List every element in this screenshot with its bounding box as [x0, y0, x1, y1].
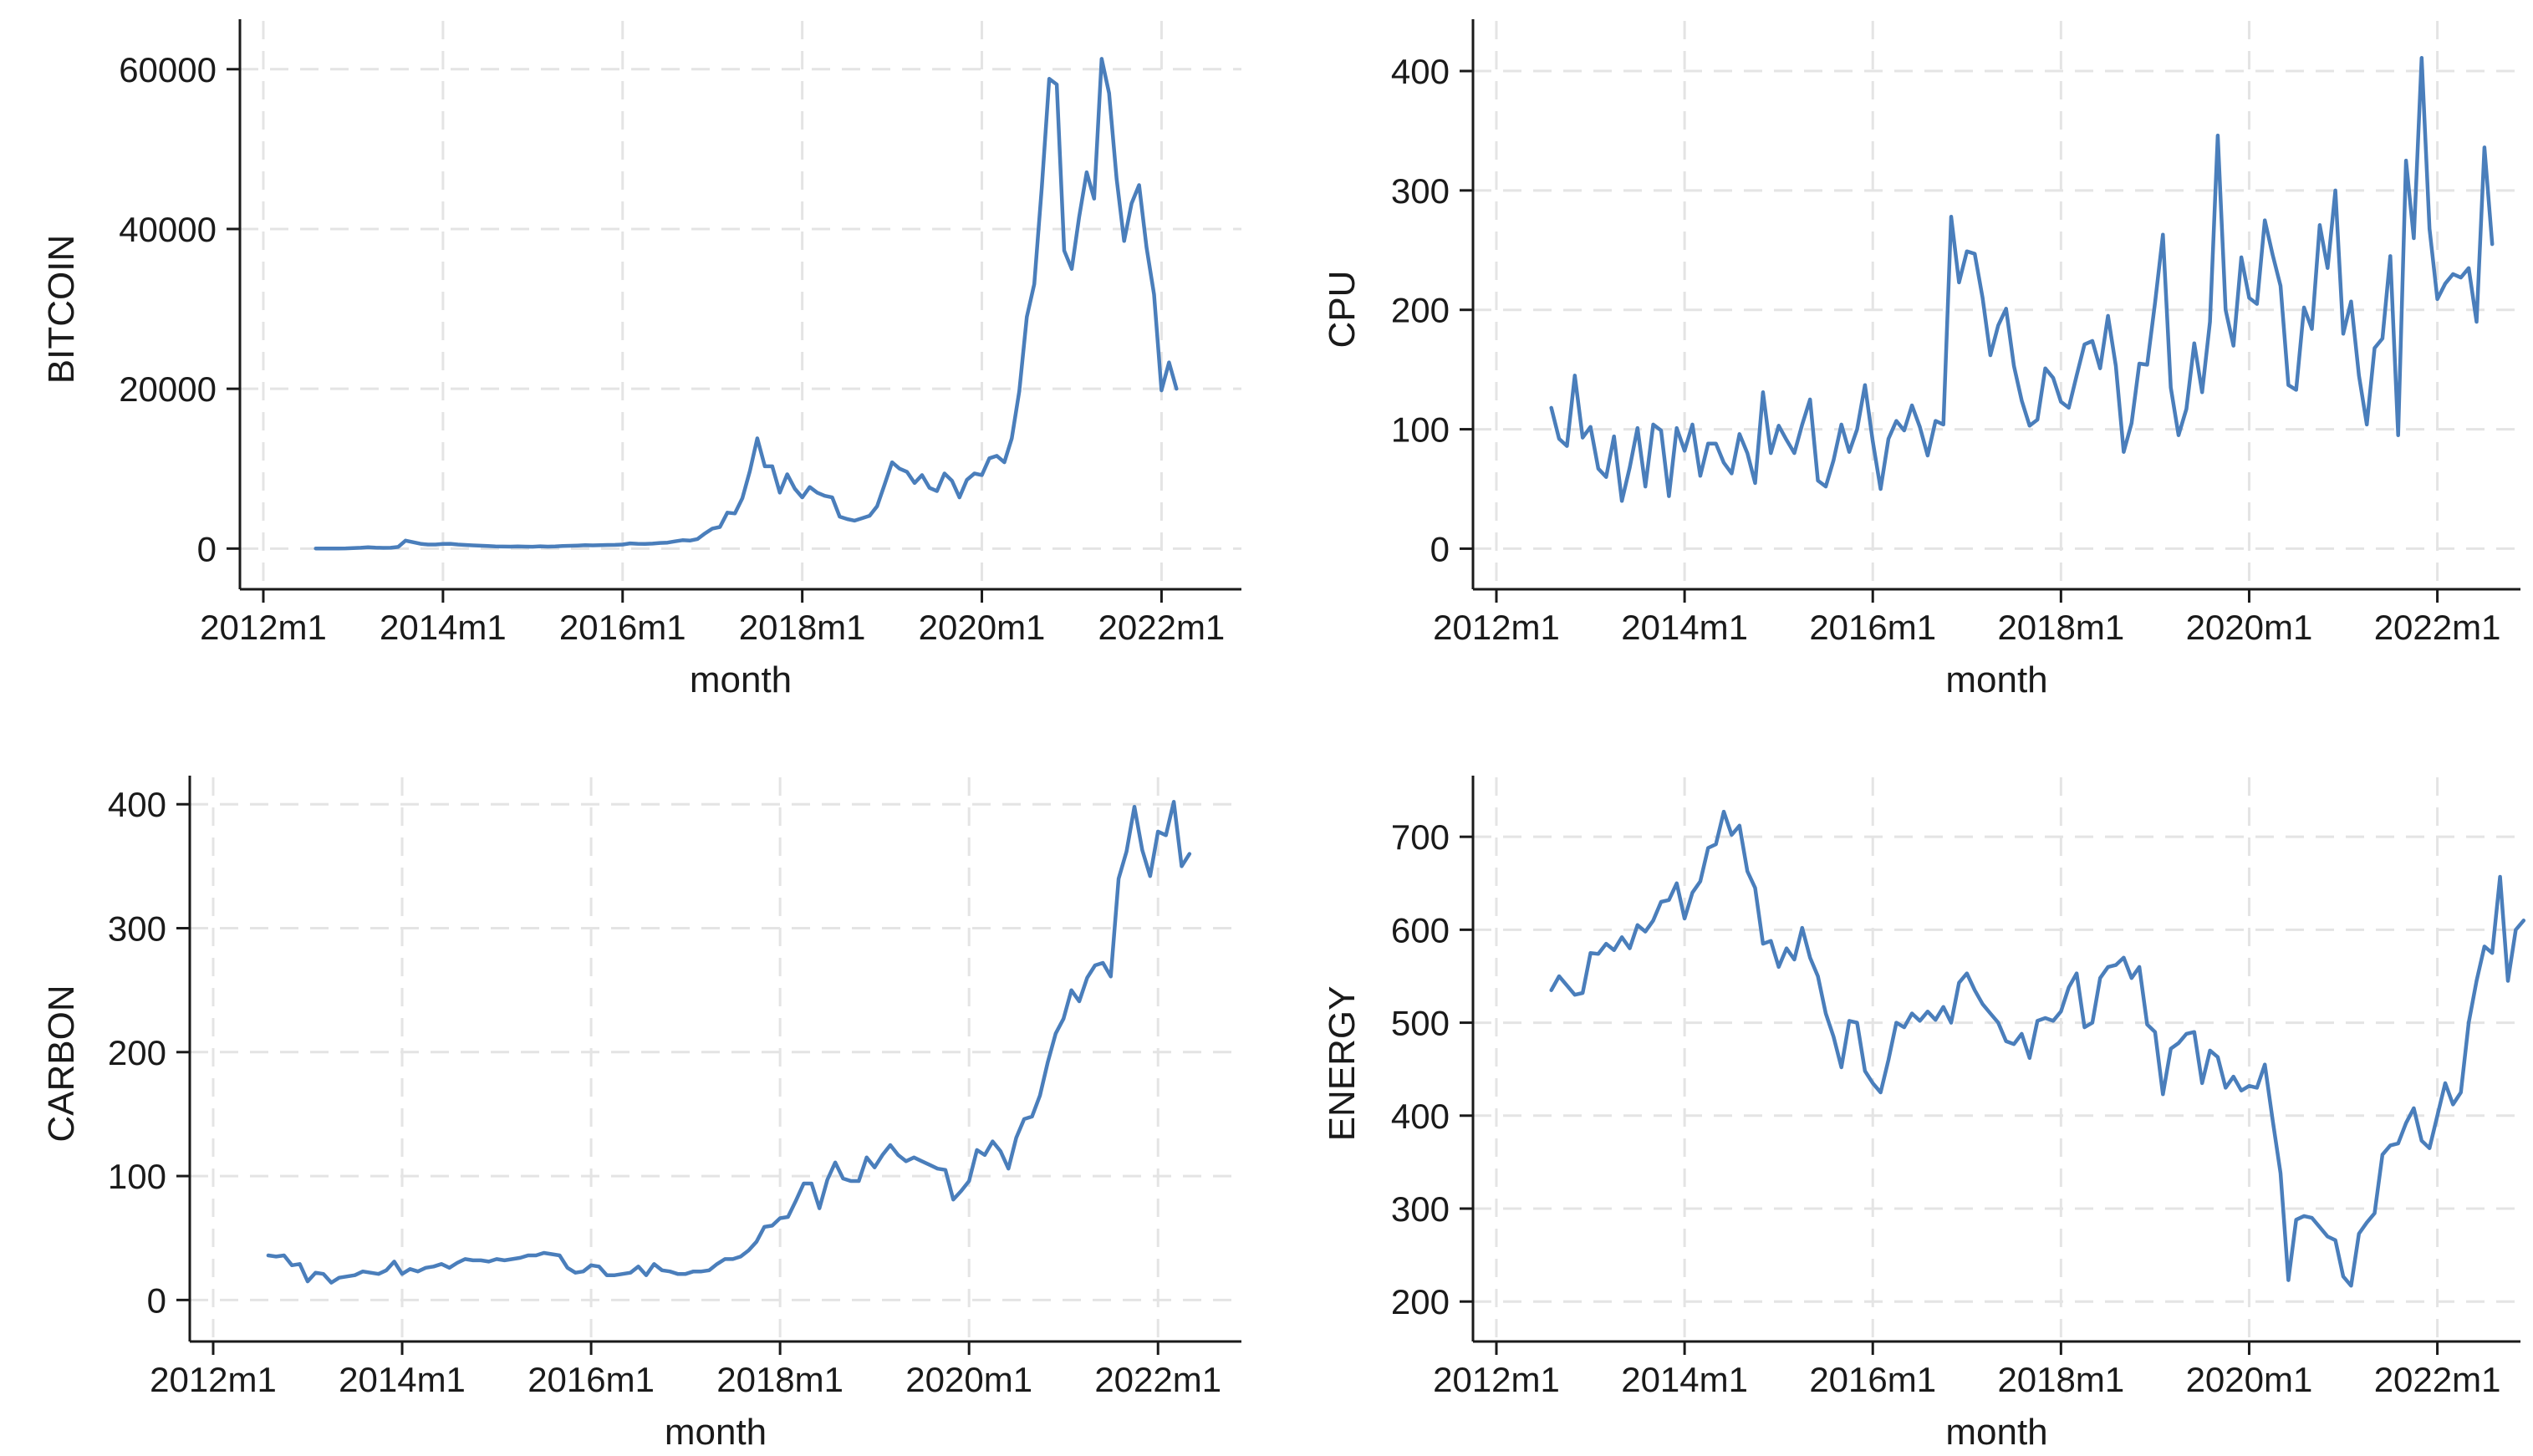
- cpu-x-axis-title: month: [1945, 659, 2047, 700]
- bitcoin-x-axis-title: month: [690, 659, 792, 700]
- energy-y-tick-label-1: 300: [1391, 1189, 1450, 1229]
- cpu-y-tick-label-2: 200: [1391, 291, 1450, 330]
- cpu-x-tick-label-3: 2018m1: [1997, 608, 2124, 647]
- carbon-x-tick-label-0: 2012m1: [150, 1360, 277, 1399]
- bitcoin-y-tick-label-2: 40000: [119, 210, 217, 249]
- carbon-y-tick-label-2: 200: [108, 1033, 166, 1072]
- cpu-x-tick-label-5: 2022m1: [2374, 608, 2501, 647]
- bitcoin-y-axis-title: BITCOIN: [41, 235, 82, 384]
- bitcoin-x-tick-label-0: 2012m1: [200, 608, 327, 647]
- cpu-y-tick-label-0: 0: [1430, 529, 1450, 568]
- energy-y-tick-label-5: 700: [1391, 817, 1450, 857]
- energy-y-tick-label-3: 500: [1391, 1004, 1450, 1043]
- cpu-x-tick-label-2: 2016m1: [1809, 608, 1936, 647]
- energy-x-axis-title: month: [1945, 1412, 2047, 1453]
- energy-x-tick-label-2: 2016m1: [1809, 1360, 1936, 1399]
- energy-y-tick-label-0: 200: [1391, 1282, 1450, 1321]
- carbon-series-line-0: [266, 800, 1192, 1285]
- carbon-x-tick-label-2: 2016m1: [527, 1360, 655, 1399]
- carbon-y-tick-label-0: 0: [147, 1280, 166, 1320]
- energy-y-tick-label-4: 600: [1391, 910, 1450, 949]
- carbon-x-axis-title: month: [665, 1412, 767, 1453]
- bitcoin-x-tick-label-2: 2016m1: [559, 608, 686, 647]
- carbon-chart: 0 100 200 300 400 2012m1 2014m1 2016m1 2018m1 202…: [41, 776, 1241, 1453]
- cpu-y-axis-title: CPU: [1322, 271, 1363, 349]
- cpu-chart: 0 100 200 300 400 2012m1 2014m1 2016m1 2018m1 202…: [1322, 19, 2520, 700]
- cpu-x-tick-label-1: 2014m1: [1621, 608, 1748, 647]
- carbon-y-tick-label-1: 100: [108, 1157, 166, 1196]
- cpu-x-tick-label-0: 2012m1: [1433, 608, 1560, 647]
- bitcoin-chart: 0 20000 40000 60000 2012m1 2014m1 2016m1 2018m1…: [41, 19, 1241, 700]
- energy-x-tick-label-4: 2020m1: [2186, 1360, 2313, 1399]
- bitcoin-x-tick-label-1: 2014m1: [380, 608, 507, 647]
- energy-chart: 200 300 400 500 600 700 2012m1 2014m1 2016m1 2018…: [1322, 776, 2526, 1453]
- carbon-y-axis-title: CARBON: [41, 985, 82, 1142]
- bitcoin-y-tick-label-0: 0: [197, 529, 217, 568]
- carbon-x-tick-label-5: 2022m1: [1094, 1360, 1221, 1399]
- energy-x-tick-label-0: 2012m1: [1433, 1360, 1560, 1399]
- bitcoin-y-tick-label-1: 20000: [119, 369, 217, 409]
- cpu-y-tick-label-4: 400: [1391, 52, 1450, 91]
- energy-x-tick-label-3: 2018m1: [1997, 1360, 2124, 1399]
- cpu-y-tick-label-3: 300: [1391, 171, 1450, 211]
- bitcoin-y-tick-label-3: 60000: [119, 50, 217, 89]
- bitcoin-series-line-0: [313, 57, 1179, 551]
- carbon-y-tick-label-3: 300: [108, 909, 166, 949]
- energy-y-tick-label-2: 400: [1391, 1097, 1450, 1136]
- bitcoin-x-tick-label-4: 2020m1: [919, 608, 1046, 647]
- bitcoin-x-tick-label-3: 2018m1: [739, 608, 866, 647]
- carbon-x-tick-label-4: 2020m1: [905, 1360, 1032, 1399]
- carbon-x-tick-label-1: 2014m1: [339, 1360, 466, 1399]
- bitcoin-x-tick-label-5: 2022m1: [1098, 608, 1226, 647]
- energy-series-line-0: [1549, 809, 2526, 1288]
- cpu-x-tick-label-4: 2020m1: [2186, 608, 2313, 647]
- carbon-y-tick-label-4: 400: [108, 785, 166, 824]
- cpu-y-tick-label-1: 100: [1391, 410, 1450, 450]
- carbon-x-tick-label-3: 2018m1: [716, 1360, 843, 1399]
- energy-y-axis-title: ENERGY: [1322, 986, 1363, 1142]
- energy-x-tick-label-1: 2014m1: [1621, 1360, 1748, 1399]
- energy-x-tick-label-5: 2022m1: [2374, 1360, 2501, 1399]
- cpu-series-line-0: [1549, 56, 2495, 503]
